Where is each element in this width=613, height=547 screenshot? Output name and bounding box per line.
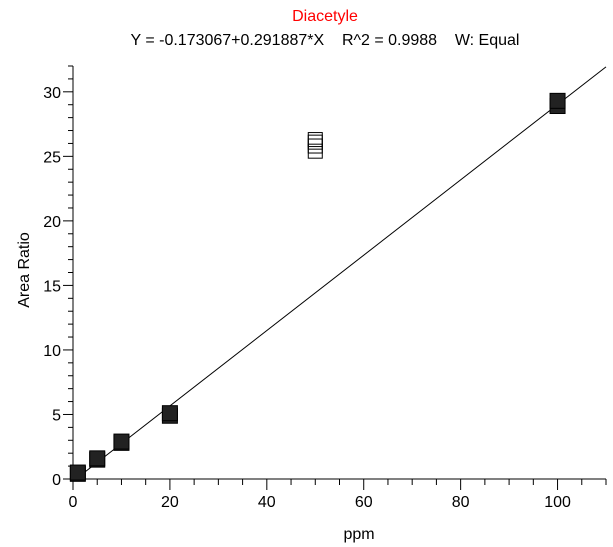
- data-point: [549, 92, 566, 109]
- y-axis-ticks: 0 5 10 15 20 25 30: [43, 85, 73, 489]
- x-axis-label: ppm: [343, 526, 374, 543]
- y-minor-ticks: [68, 65, 73, 467]
- x-axis-ticks: 0 20 40 60 80 100: [69, 479, 571, 511]
- x-tick-label: 20: [161, 494, 179, 511]
- plot-area: 0 5 10 15 20 25 30 0 20 40 60 80 100: [43, 65, 607, 511]
- y-tick-label: 0: [52, 472, 61, 489]
- y-tick-label: 15: [43, 278, 61, 295]
- y-tick-label: 30: [43, 85, 61, 102]
- x-tick-label: 80: [452, 494, 470, 511]
- regression-line: [75, 66, 607, 480]
- y-axis-label: Area Ratio: [16, 232, 33, 308]
- y-tick-label: 25: [43, 149, 61, 166]
- data-point: [161, 405, 178, 422]
- excluded-data-point: [307, 138, 323, 154]
- x-tick-label: 100: [544, 494, 571, 511]
- data-point: [113, 433, 130, 450]
- y-tick-label: 10: [43, 343, 61, 360]
- data-point: [89, 450, 106, 467]
- excluded-data-point: [307, 132, 323, 148]
- x-minor-ticks: [96, 479, 607, 485]
- x-tick-label: 0: [69, 494, 78, 511]
- chart-title: Diacetyle: [292, 8, 358, 25]
- data-point: [69, 464, 86, 481]
- y-tick-label: 5: [52, 407, 61, 424]
- y-tick-label: 20: [43, 214, 61, 231]
- x-tick-label: 40: [258, 494, 276, 511]
- data-markers: [69, 92, 566, 482]
- x-tick-label: 60: [355, 494, 373, 511]
- chart-subtitle: Y = -0.173067+0.291887*X R^2 = 0.9988 W:…: [131, 32, 520, 49]
